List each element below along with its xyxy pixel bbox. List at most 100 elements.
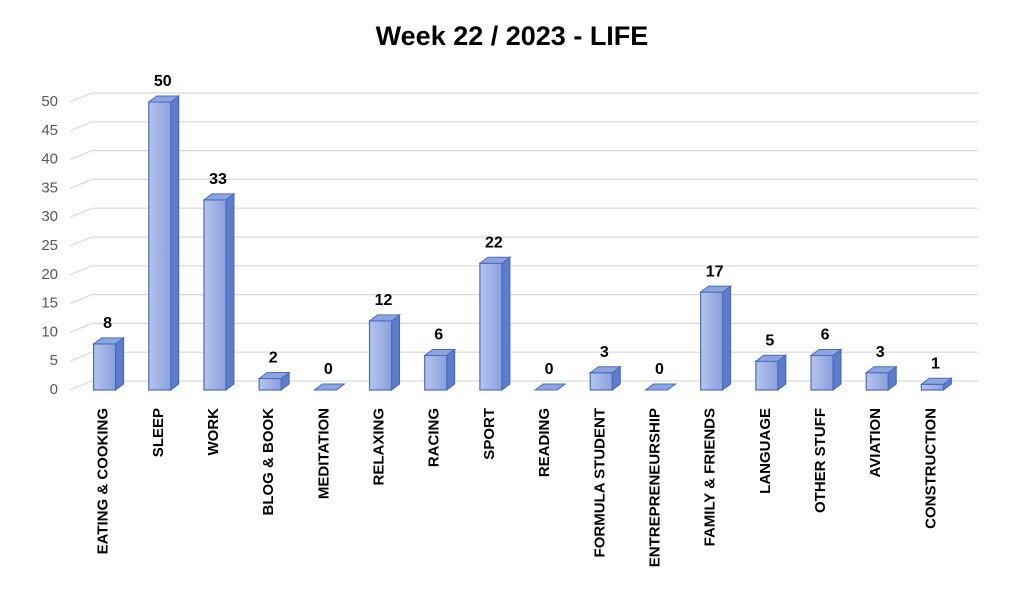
x-tick-label: RACING xyxy=(426,408,443,467)
bar-side xyxy=(446,348,456,391)
bar-top xyxy=(257,371,291,379)
x-tick-label: EATING & COOKING xyxy=(95,408,112,554)
bar-side xyxy=(391,313,401,391)
y-tick-label: 10 xyxy=(41,323,58,340)
x-tick-label: ENTREPRENEURSHIP xyxy=(646,408,663,567)
value-label: 33 xyxy=(209,171,227,188)
bar xyxy=(147,95,181,391)
grid-line xyxy=(69,207,978,218)
x-tick-label: SPORT xyxy=(481,408,498,460)
bar-top xyxy=(202,193,236,201)
bar-top xyxy=(478,256,512,264)
grid-line xyxy=(69,351,978,362)
x-tick-label: AVIATION xyxy=(867,408,884,477)
x-tick-label: CONSTRUCTION xyxy=(922,408,939,529)
grid-line xyxy=(69,178,978,189)
y-tick-label: 35 xyxy=(41,179,58,196)
x-tick-label: MEDITATION xyxy=(315,408,332,499)
x-tick-label: OTHER STUFF xyxy=(812,408,829,513)
y-tick-label: 50 xyxy=(41,93,58,110)
grid-line xyxy=(69,92,978,103)
grid-line xyxy=(69,380,978,391)
value-label: 3 xyxy=(876,344,885,361)
bar xyxy=(699,285,733,391)
bar-top xyxy=(92,337,126,345)
value-label: 17 xyxy=(706,263,724,280)
x-tick-label: SLEEP xyxy=(150,408,167,457)
bar-side xyxy=(170,95,180,391)
bar xyxy=(533,383,567,391)
y-tick-label: 20 xyxy=(41,266,58,283)
bar-top xyxy=(864,366,898,374)
value-label: 3 xyxy=(600,344,609,361)
value-label: 0 xyxy=(655,361,664,378)
y-tick-label: 0 xyxy=(50,381,58,398)
value-label: 0 xyxy=(324,361,333,378)
bar xyxy=(919,377,953,391)
bar-top xyxy=(423,348,457,356)
value-label: 22 xyxy=(485,234,503,251)
bar-front xyxy=(589,372,613,391)
x-tick-label: WORK xyxy=(205,408,222,456)
bar xyxy=(257,371,291,391)
bar xyxy=(643,383,677,391)
bar-side xyxy=(225,192,235,391)
bar xyxy=(809,348,843,391)
grid-line xyxy=(69,322,978,333)
bar xyxy=(202,192,236,391)
bar-front xyxy=(865,372,889,391)
y-tick-label: 25 xyxy=(41,237,58,254)
bar xyxy=(754,354,788,391)
y-tick-label: 45 xyxy=(41,122,58,139)
y-tick-label: 40 xyxy=(41,151,58,168)
bar xyxy=(312,383,346,391)
y-tick-label: 5 xyxy=(50,352,58,369)
y-tick-label: 15 xyxy=(41,295,58,312)
bar-side xyxy=(501,256,511,391)
bar-front xyxy=(424,354,448,391)
value-label: 1 xyxy=(931,355,940,372)
bar xyxy=(588,365,622,391)
bar-front xyxy=(258,377,282,391)
bar-front xyxy=(700,291,724,391)
grid-line xyxy=(69,121,978,132)
bar xyxy=(478,256,512,391)
bar-front xyxy=(755,360,779,391)
bar-top xyxy=(919,377,953,385)
bar-front xyxy=(368,320,393,391)
grid-line xyxy=(69,294,978,305)
chart-title: Week 22 / 2023 - LIFE xyxy=(376,21,649,51)
bar xyxy=(423,348,457,391)
bar-top xyxy=(588,366,622,374)
bar-top xyxy=(533,383,567,391)
value-label: 6 xyxy=(821,327,830,344)
bar-front xyxy=(92,343,117,391)
bar-front xyxy=(148,101,172,391)
value-label: 2 xyxy=(269,350,278,367)
value-label: 12 xyxy=(375,292,393,309)
bar-side xyxy=(832,348,842,391)
grid-line xyxy=(69,150,978,161)
bar-side xyxy=(722,285,732,391)
bar xyxy=(368,313,402,391)
x-tick-label: FORMULA STUDENT xyxy=(591,408,608,557)
grid-line xyxy=(69,265,978,276)
value-label: 8 xyxy=(103,315,112,332)
x-tick-label: BLOG & BOOK xyxy=(260,408,277,516)
bar xyxy=(864,365,898,391)
bar-top xyxy=(312,383,346,391)
x-tick-label: RELAXING xyxy=(371,408,388,486)
bar-top xyxy=(699,285,733,293)
bar-top xyxy=(368,314,402,322)
value-label: 5 xyxy=(765,332,774,349)
value-label: 50 xyxy=(154,73,172,90)
bar-top xyxy=(147,95,181,103)
value-label: 6 xyxy=(434,327,443,344)
bar-side xyxy=(115,336,125,391)
y-tick-label: 30 xyxy=(41,208,58,225)
x-tick-label: FAMILY & FRIENDS xyxy=(702,408,719,546)
bar-front xyxy=(479,262,503,391)
bar-top xyxy=(809,348,843,356)
bar-top xyxy=(643,383,677,391)
